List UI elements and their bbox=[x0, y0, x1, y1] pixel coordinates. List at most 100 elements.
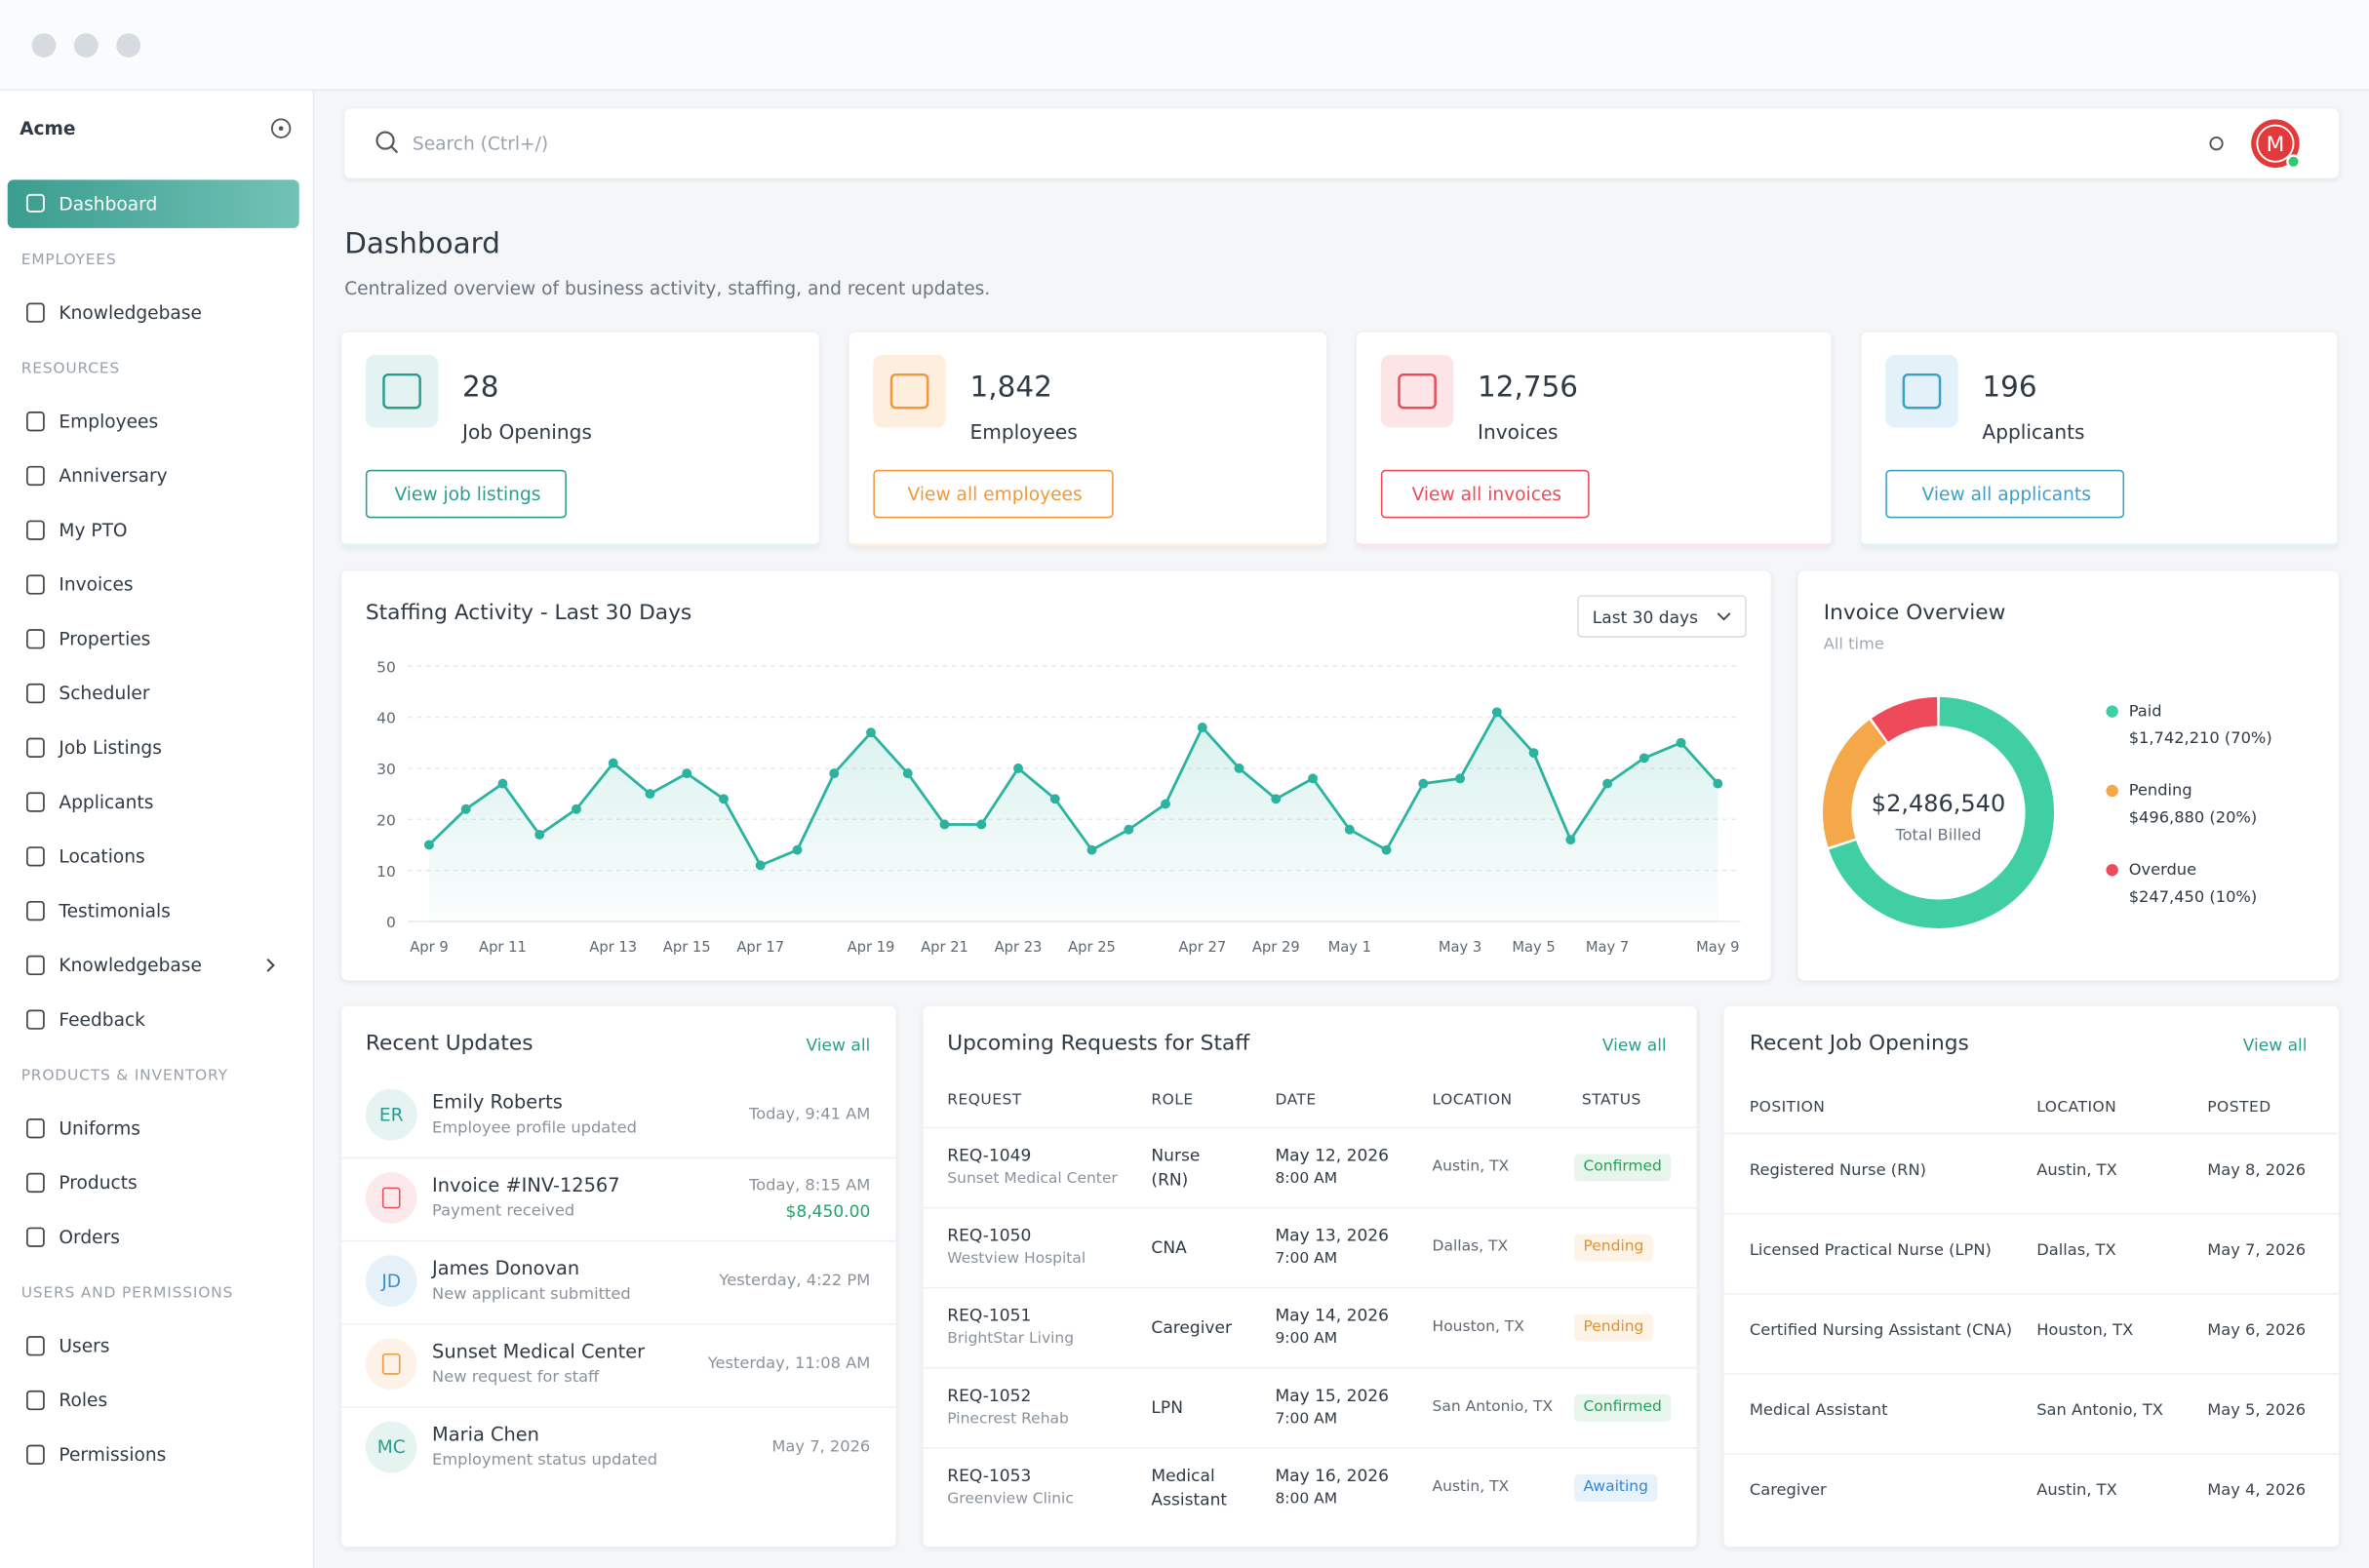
request-date: May 13, 2026 bbox=[1275, 1226, 1389, 1246]
column-header: DATE bbox=[1275, 1092, 1317, 1110]
request-id: REQ-1051 bbox=[947, 1306, 1032, 1326]
card-title: Upcoming Requests for Staff bbox=[947, 1032, 1250, 1056]
request-time: 8:00 AM bbox=[1275, 1170, 1338, 1188]
chart-card bbox=[341, 570, 1771, 981]
column-header: STATUS bbox=[1581, 1092, 1641, 1110]
chart-card bbox=[1797, 570, 2340, 981]
status-badge: Pending bbox=[1574, 1234, 1653, 1262]
request-date: May 16, 2026 bbox=[1275, 1466, 1389, 1486]
update-time: Yesterday, 11:08 AM bbox=[707, 1354, 871, 1373]
request-time: 9:00 AM bbox=[1275, 1330, 1338, 1348]
row-divider bbox=[923, 1126, 1697, 1129]
stat-label: Invoices bbox=[1478, 421, 1559, 446]
stat-card: 28 Job Openings View job listings bbox=[341, 332, 819, 547]
nav-item-active[interactable]: Dashboard bbox=[7, 179, 299, 228]
nav-item[interactable]: Knowledgebase bbox=[59, 301, 202, 324]
stat-button[interactable]: View all applicants bbox=[1885, 469, 2125, 519]
stat-label: Employees bbox=[969, 421, 1078, 446]
request-location: Dallas, TX bbox=[1432, 1238, 1509, 1256]
nav-item[interactable]: My PTO bbox=[59, 519, 128, 541]
column-header: LOCATION bbox=[2036, 1099, 2117, 1117]
avatar bbox=[365, 1338, 417, 1391]
avatar-initials: JD bbox=[381, 1270, 402, 1292]
nav-item[interactable]: Products bbox=[59, 1172, 138, 1194]
nav-item[interactable]: Scheduler bbox=[59, 683, 150, 704]
nav-item[interactable]: Permissions bbox=[59, 1443, 167, 1466]
update-time: Today, 9:41 AM bbox=[749, 1105, 871, 1124]
stat-button-label[interactable]: View job listings bbox=[394, 483, 541, 505]
row-divider bbox=[923, 1447, 1697, 1449]
requests-card: Upcoming Requests for Staff View all REQUE… bbox=[923, 1005, 1697, 1548]
request-role: CNA bbox=[1151, 1237, 1187, 1258]
request-date: May 14, 2026 bbox=[1275, 1306, 1389, 1326]
status-badge: Awaiting bbox=[1574, 1473, 1658, 1502]
stat-icon bbox=[365, 355, 439, 428]
stat-icon bbox=[1885, 355, 1958, 428]
view-all-link[interactable]: View all bbox=[2242, 1035, 2308, 1056]
nav-item[interactable]: Employees bbox=[59, 411, 159, 433]
update-name: Emily Roberts bbox=[432, 1090, 563, 1114]
request-id: REQ-1052 bbox=[947, 1386, 1032, 1406]
nav-item[interactable]: Anniversary bbox=[59, 465, 168, 487]
nav-item[interactable]: Job Listings bbox=[59, 736, 162, 759]
search-bar[interactable]: Search (Ctrl+/) bbox=[344, 108, 2340, 178]
avatar: MC bbox=[365, 1421, 417, 1473]
nav-item[interactable]: Testimonials bbox=[59, 900, 171, 921]
update-name: Invoice #INV-12567 bbox=[432, 1173, 620, 1196]
nav-item[interactable]: Users bbox=[59, 1335, 110, 1357]
range-select-label: Last 30 days bbox=[1592, 608, 1699, 628]
request-role: Assistant bbox=[1151, 1490, 1228, 1510]
request-time: 8:00 AM bbox=[1275, 1490, 1338, 1509]
row-divider bbox=[1723, 1132, 2340, 1135]
request-location: Houston, TX bbox=[1432, 1318, 1524, 1336]
nav-item[interactable]: Feedback bbox=[59, 1008, 145, 1031]
request-client: Pinecrest Rehab bbox=[947, 1410, 1069, 1428]
nav-item[interactable]: Applicants bbox=[59, 791, 154, 813]
request-id: REQ-1049 bbox=[947, 1146, 1032, 1166]
stat-button[interactable]: View all employees bbox=[873, 469, 1114, 519]
job-cell: Houston, TX bbox=[2036, 1321, 2134, 1340]
job-cell: May 6, 2026 bbox=[2207, 1321, 2307, 1340]
sidebar bbox=[0, 90, 315, 1568]
status-badge: Confirmed bbox=[1574, 1393, 1672, 1422]
view-all-link[interactable]: View all bbox=[1601, 1035, 1667, 1056]
update-detail: Employee profile updated bbox=[432, 1118, 637, 1138]
request-location: San Antonio, TX bbox=[1432, 1398, 1554, 1416]
request-id: REQ-1053 bbox=[947, 1466, 1032, 1486]
nav-item[interactable]: Invoices bbox=[59, 573, 134, 596]
row-divider bbox=[1723, 1453, 2340, 1455]
title-bar bbox=[0, 0, 2369, 91]
stat-icon bbox=[1380, 355, 1454, 428]
avatar-initials: MC bbox=[376, 1436, 406, 1458]
nav-item[interactable]: Knowledgebase bbox=[59, 955, 202, 976]
stat-button[interactable]: View job listings bbox=[365, 469, 567, 519]
range-select[interactable]: Last 30 days bbox=[1577, 595, 1747, 638]
nav-item[interactable]: Uniforms bbox=[59, 1117, 140, 1140]
stat-button-label[interactable]: View all applicants bbox=[1921, 483, 2091, 505]
avatar-initials: ER bbox=[378, 1104, 404, 1126]
stat-button-label[interactable]: View all employees bbox=[907, 483, 1083, 505]
job-cell: May 4, 2026 bbox=[2207, 1481, 2307, 1500]
update-name: Maria Chen bbox=[432, 1422, 539, 1446]
jobs-card: Recent Job Openings View all POSITION LOCAT… bbox=[1723, 1005, 2340, 1548]
job-cell: May 7, 2026 bbox=[2207, 1240, 2307, 1260]
chart-subtitle: All time bbox=[1823, 635, 1884, 654]
stat-card: 196 Applicants View all applicants bbox=[1861, 332, 2338, 547]
updates-card: Recent Updates View all ER Emily Roberts Emp… bbox=[341, 1005, 896, 1548]
request-location: Austin, TX bbox=[1432, 1478, 1510, 1496]
row-divider bbox=[341, 1323, 896, 1325]
job-position: Registered Nurse (RN) bbox=[1749, 1160, 1926, 1180]
nav-item[interactable]: Properties bbox=[59, 628, 151, 650]
view-all-link[interactable]: View all bbox=[806, 1035, 871, 1056]
request-client: BrightStar Living bbox=[947, 1330, 1075, 1348]
stat-button[interactable]: View all invoices bbox=[1380, 469, 1590, 519]
update-name: Sunset Medical Center bbox=[432, 1339, 646, 1362]
row-divider bbox=[1723, 1373, 2340, 1375]
nav-item[interactable]: Locations bbox=[59, 845, 145, 868]
nav-item[interactable]: Roles bbox=[59, 1390, 108, 1411]
job-position: Medical Assistant bbox=[1749, 1401, 1888, 1420]
stat-button-label[interactable]: View all invoices bbox=[1411, 483, 1562, 505]
job-position: Caregiver bbox=[1749, 1481, 1827, 1500]
nav-item[interactable]: Orders bbox=[59, 1226, 120, 1248]
